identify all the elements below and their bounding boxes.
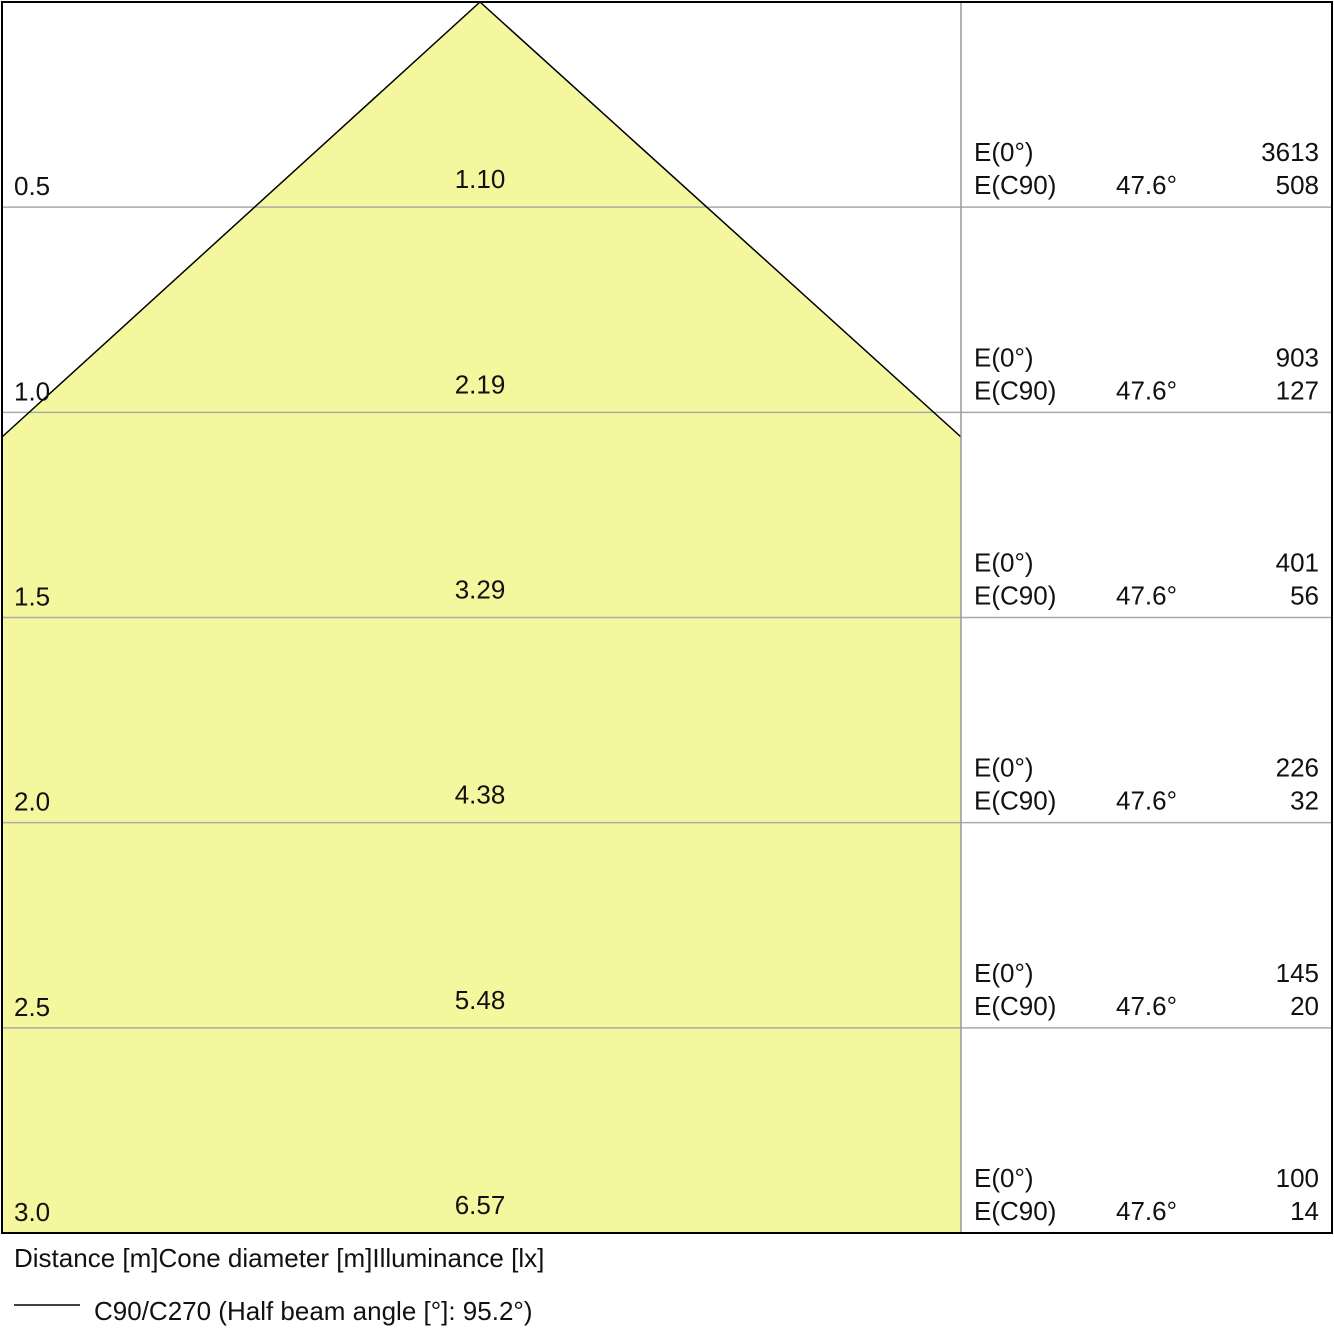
- e0-value: 100: [1276, 1163, 1319, 1193]
- ec90-value: 14: [1290, 1196, 1319, 1226]
- e0-value: 226: [1276, 753, 1319, 783]
- ec90-value: 508: [1276, 170, 1319, 200]
- e0-value: 401: [1276, 548, 1319, 578]
- distance: 3.0: [14, 1197, 50, 1227]
- e0-label: E(0°): [974, 548, 1034, 578]
- e0-label: E(0°): [974, 342, 1034, 372]
- cone-diameter: 2.19: [455, 369, 506, 399]
- ec90-value: 20: [1290, 991, 1319, 1021]
- distance: 1.0: [14, 376, 50, 406]
- ec90-label: E(C90): [974, 991, 1056, 1021]
- ec90-value: 56: [1290, 581, 1319, 611]
- e0-value: 145: [1276, 958, 1319, 988]
- angle: 47.6°: [1116, 170, 1177, 200]
- footer-label: Illuminance [lx]: [372, 1243, 544, 1273]
- cone-diameter: 1.10: [455, 164, 506, 194]
- ec90-label: E(C90): [974, 581, 1056, 611]
- footer-label: Distance [m]: [14, 1243, 159, 1273]
- grid: [2, 206, 1332, 1029]
- angle: 47.6°: [1116, 786, 1177, 816]
- angle: 47.6°: [1116, 991, 1177, 1021]
- angle: 47.6°: [1116, 581, 1177, 611]
- angle: 47.6°: [1116, 1196, 1177, 1226]
- distance: 2.0: [14, 787, 50, 817]
- distance: 2.5: [14, 992, 50, 1022]
- ec90-value: 32: [1290, 786, 1319, 816]
- footer-label: Cone diameter [m]: [159, 1243, 373, 1273]
- e0-value: 903: [1276, 342, 1319, 372]
- distance: 0.5: [14, 171, 50, 201]
- ec90-label: E(C90): [974, 786, 1056, 816]
- cone-diameter: 4.38: [455, 780, 506, 810]
- ec90-label: E(C90): [974, 1196, 1056, 1226]
- frame: [1, 1, 1333, 1234]
- footer: Distance [m]Cone diameter [m]Illuminance…: [14, 1243, 544, 1273]
- ec90-label: E(C90): [974, 375, 1056, 405]
- angle: 47.6°: [1116, 375, 1177, 405]
- cone-diameter: 5.48: [455, 985, 506, 1015]
- ec90-value: 127: [1276, 375, 1319, 405]
- e0-label: E(0°): [974, 1163, 1034, 1193]
- ec90-label: E(C90): [974, 170, 1056, 200]
- e0-label: E(0°): [974, 958, 1034, 988]
- e0-label: E(0°): [974, 753, 1034, 783]
- legend-label: C90/C270 (Half beam angle [°]: 95.2°): [94, 1296, 532, 1326]
- e0-value: 3613: [1261, 137, 1319, 167]
- cone-diameter: 3.29: [455, 575, 506, 605]
- e0-label: E(0°): [974, 137, 1034, 167]
- cone-diameter: 6.57: [455, 1190, 506, 1220]
- distance: 1.5: [14, 582, 50, 612]
- rows: 0.5 1.10 E(0°) 3613 E(C90) 47.6° 508 1.0 2.19 E(0…: [14, 137, 1319, 1227]
